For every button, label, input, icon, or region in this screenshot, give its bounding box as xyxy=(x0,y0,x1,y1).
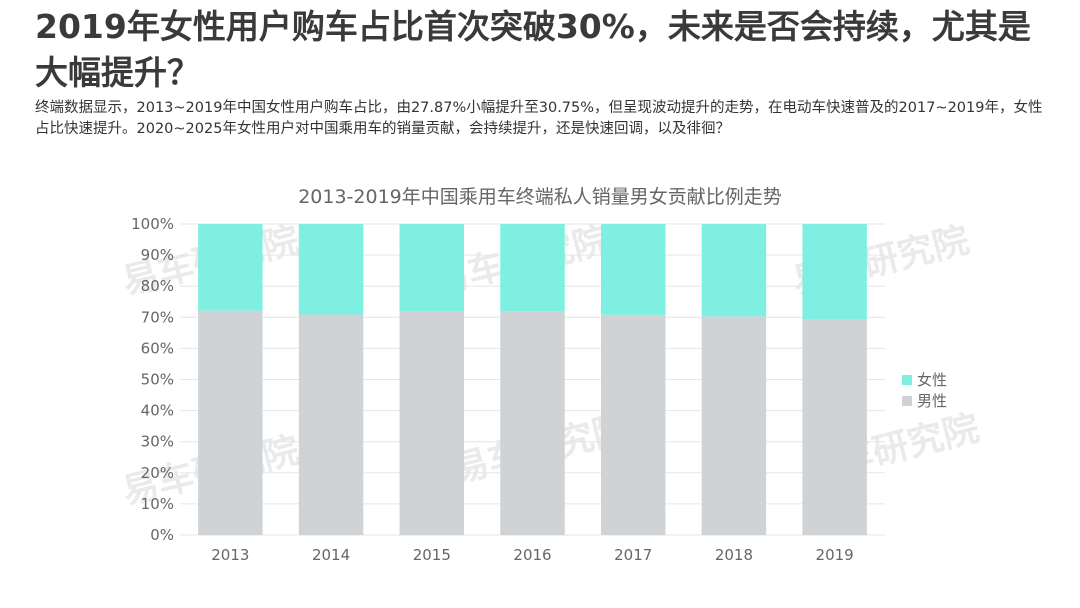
chart-title: 2013-2019年中国乘用车终端私人销量男女贡献比例走势 xyxy=(298,186,782,208)
bar-segment-女性 xyxy=(298,224,364,315)
x-tick-label: 2013 xyxy=(211,546,249,564)
bar-segment-女性 xyxy=(399,224,465,312)
y-tick-label: 30% xyxy=(141,433,174,451)
bar-segment-男性 xyxy=(298,314,364,535)
y-tick-label: 70% xyxy=(141,308,174,326)
y-tick-label: 0% xyxy=(150,526,174,544)
x-tick-label: 2014 xyxy=(312,546,350,564)
y-tick-label: 90% xyxy=(141,246,174,264)
headline: 2019年女性用户购车占比首次突破30%，未来是否会持续，尤其是大幅提升？ xyxy=(35,7,1031,92)
description-text: 终端数据显示，2013~2019年中国女性用户购车占比，由27.87%小幅提升至… xyxy=(35,100,1043,137)
bar-segment-男性 xyxy=(399,311,465,535)
x-tick-label: 2017 xyxy=(614,546,652,564)
axis-labels: 0% 10% 20% 30% 40% 50% 60% 70% 80% 90% 100% 2013 201… xyxy=(131,215,854,564)
x-tick-label: 2019 xyxy=(816,546,854,564)
bar-segment-男性 xyxy=(500,311,565,535)
legend-label: 女性 xyxy=(917,371,947,389)
legend-label: 男性 xyxy=(917,392,947,410)
bar-segment-女性 xyxy=(500,224,565,312)
bar-segment-女性 xyxy=(600,224,666,315)
x-tick-label: 2016 xyxy=(513,546,551,564)
y-tick-label: 10% xyxy=(141,495,174,513)
bar-segment-男性 xyxy=(802,319,867,535)
y-tick-label: 80% xyxy=(141,277,174,295)
bar-segment-女性 xyxy=(198,224,263,311)
bar-segment-男性 xyxy=(600,314,666,535)
y-tick-label: 100% xyxy=(131,215,174,233)
bar-segment-男性 xyxy=(701,316,767,535)
legend-swatch xyxy=(902,396,912,406)
bar-segment-女性 xyxy=(701,224,767,317)
bars xyxy=(198,224,867,535)
legend-swatch xyxy=(902,375,912,385)
x-tick-label: 2018 xyxy=(715,546,753,564)
y-tick-label: 40% xyxy=(141,402,174,420)
bar-segment-男性 xyxy=(198,310,263,535)
y-tick-label: 60% xyxy=(141,339,174,357)
y-tick-label: 50% xyxy=(141,371,174,389)
y-tick-label: 20% xyxy=(141,464,174,482)
x-tick-label: 2015 xyxy=(413,546,451,564)
bar-segment-女性 xyxy=(802,224,867,320)
